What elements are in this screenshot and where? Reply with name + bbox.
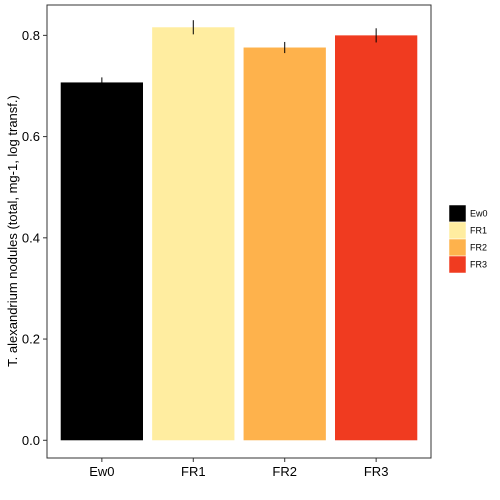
legend: Ew0 FR1 FR2 FR3 [448, 204, 488, 274]
legend-label: Ew0 [470, 209, 488, 219]
y-axis: 0.0 0.2 0.4 0.6 0.8 [22, 28, 47, 448]
bar-ew0 [60, 82, 143, 441]
legend-label: FR1 [470, 226, 487, 236]
legend-label: FR3 [470, 260, 487, 270]
bars-group [60, 27, 418, 441]
legend-label: FR2 [470, 243, 487, 253]
bar-fr2 [243, 47, 326, 441]
legend-key-fr3 [448, 255, 467, 274]
bar-fr1 [152, 27, 235, 441]
error-bars-group [101, 20, 377, 88]
y-tick-label: 0.0 [22, 433, 40, 448]
legend-key-fr1 [448, 221, 467, 240]
x-axis: Ew0 FR1 FR2 FR3 [89, 458, 388, 479]
y-tick-label: 0.2 [22, 332, 40, 347]
y-tick-label: 0.8 [22, 28, 40, 43]
y-tick-label: 0.6 [22, 129, 40, 144]
bar-fr3 [335, 35, 418, 441]
legend-key-ew0 [448, 204, 467, 223]
x-tick-label: FR1 [181, 464, 206, 479]
legend-key-fr2 [448, 238, 467, 257]
y-tick-label: 0.4 [22, 230, 40, 245]
x-tick-label: Ew0 [89, 464, 114, 479]
x-tick-label: FR2 [272, 464, 297, 479]
y-axis-title: T. alexandrium nodules (total, mg-1, log… [5, 95, 20, 367]
panel-border [46, 4, 432, 459]
x-tick-label: FR3 [364, 464, 389, 479]
